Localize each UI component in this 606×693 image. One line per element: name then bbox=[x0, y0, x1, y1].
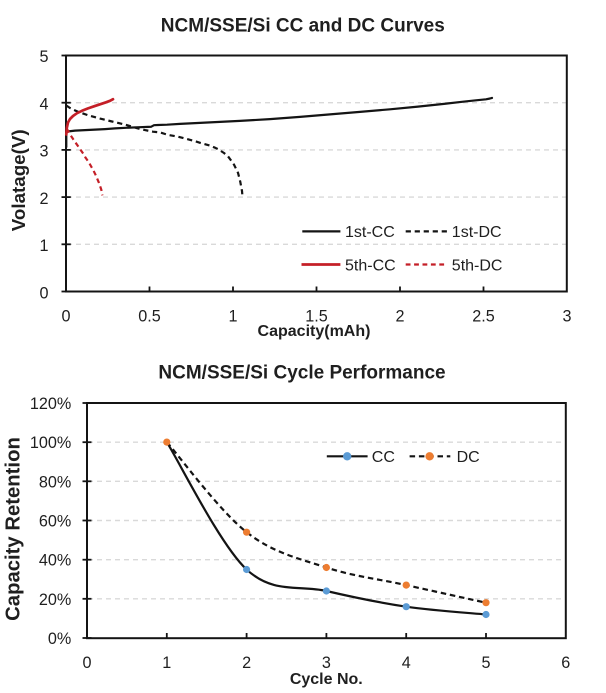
svg-text:0%: 0% bbox=[48, 630, 71, 648]
svg-text:Capacity Retention: Capacity Retention bbox=[3, 437, 25, 621]
svg-text:5th-DC: 5th-DC bbox=[452, 257, 503, 274]
svg-text:1.5: 1.5 bbox=[305, 308, 328, 326]
svg-text:Cycle No.: Cycle No. bbox=[290, 671, 363, 688]
svg-text:3: 3 bbox=[562, 308, 571, 326]
svg-text:3: 3 bbox=[39, 143, 48, 161]
svg-text:6: 6 bbox=[561, 654, 570, 672]
svg-text:2: 2 bbox=[242, 654, 251, 672]
svg-text:DC: DC bbox=[457, 449, 480, 466]
svg-text:1: 1 bbox=[228, 308, 237, 326]
svg-text:Capacity(mAh): Capacity(mAh) bbox=[258, 323, 371, 340]
svg-text:80%: 80% bbox=[39, 473, 71, 491]
svg-text:1: 1 bbox=[39, 237, 48, 255]
svg-text:3: 3 bbox=[322, 654, 331, 672]
svg-text:2: 2 bbox=[395, 308, 404, 326]
svg-text:1st-CC: 1st-CC bbox=[345, 224, 395, 241]
svg-text:2: 2 bbox=[39, 190, 48, 208]
svg-text:NCM/SSE/Si CC and DC Curves: NCM/SSE/Si CC and DC Curves bbox=[161, 16, 445, 37]
svg-text:2.5: 2.5 bbox=[472, 308, 495, 326]
svg-text:100%: 100% bbox=[30, 434, 71, 452]
svg-text:5th-CC: 5th-CC bbox=[345, 257, 396, 274]
svg-text:NCM/SSE/Si Cycle Performance: NCM/SSE/Si Cycle Performance bbox=[158, 363, 445, 384]
svg-text:1st-DC: 1st-DC bbox=[452, 224, 502, 241]
svg-text:4: 4 bbox=[39, 95, 48, 113]
svg-text:5: 5 bbox=[39, 48, 48, 66]
svg-text:20%: 20% bbox=[39, 591, 71, 609]
svg-text:0: 0 bbox=[61, 308, 70, 326]
svg-text:0: 0 bbox=[82, 654, 91, 672]
svg-text:1: 1 bbox=[162, 654, 171, 672]
svg-text:0.5: 0.5 bbox=[138, 308, 161, 326]
svg-text:4: 4 bbox=[402, 654, 411, 672]
svg-text:0: 0 bbox=[39, 285, 48, 303]
svg-text:CC: CC bbox=[372, 449, 395, 466]
svg-text:Volatage(V): Volatage(V) bbox=[8, 129, 29, 231]
svg-text:120%: 120% bbox=[30, 395, 71, 413]
svg-text:60%: 60% bbox=[39, 513, 71, 531]
svg-text:40%: 40% bbox=[39, 552, 71, 570]
svg-text:5: 5 bbox=[481, 654, 490, 672]
